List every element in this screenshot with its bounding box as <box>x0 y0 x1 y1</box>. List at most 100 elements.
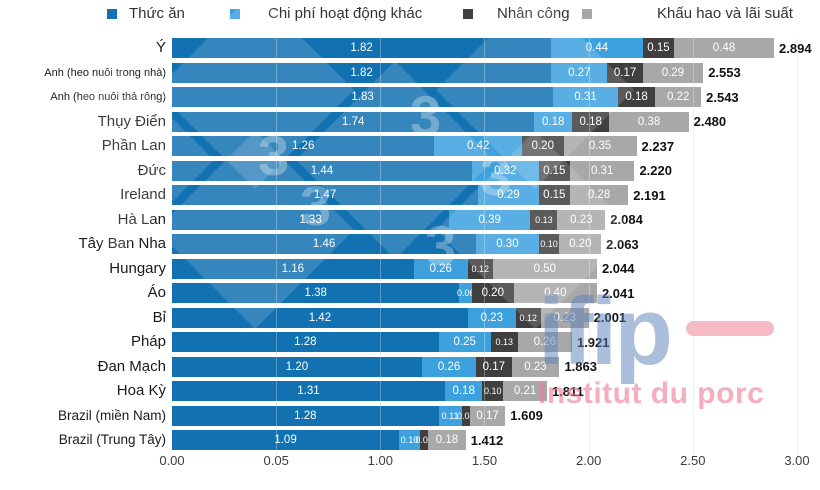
gridline-overlay <box>380 37 382 452</box>
bar-segment: 1.16 <box>172 258 414 279</box>
bar-segment-label: 0.32 <box>494 164 517 177</box>
bar-segment-label: 0.50 <box>533 262 557 275</box>
bar-segment: 0.13 <box>530 209 558 230</box>
bar-segment-label: 0.23 <box>524 360 547 373</box>
bar-row: 1.31 0.18 0.10 0.21 1.811 <box>172 381 584 402</box>
bar-segment: 0.04 <box>457 405 475 426</box>
bar-segment-label: 1.33 <box>299 213 322 226</box>
bar-segment-label: 1.09 <box>274 434 297 447</box>
bar-segment-label: 0.28 <box>587 189 611 202</box>
bar-segment: 0.29 <box>478 185 539 206</box>
bar-segment: 0.18 <box>428 430 466 451</box>
bar-row: 1.26 0.42 0.20 0.35 2.237 <box>172 136 674 157</box>
x-tick-label: 1.50 <box>471 453 498 468</box>
bar-segment-label: 0.11 <box>441 410 459 421</box>
gridline-overlay <box>692 37 694 452</box>
gridline-overlay <box>796 37 798 452</box>
total-label: 2.894 <box>779 40 812 56</box>
category-label: Phần Lan <box>101 137 166 155</box>
bar-segment-label: 1.28 <box>294 409 317 422</box>
total-label: 1.863 <box>564 359 597 375</box>
total-label: 2.084 <box>610 212 643 228</box>
bar-segment: 0.15 <box>538 160 570 181</box>
bar-segment: 0.48 <box>674 38 775 58</box>
total-label: 2.220 <box>639 163 672 179</box>
bar-segment: 0.04 <box>415 430 433 451</box>
bar-segment: 0.44 <box>551 38 643 58</box>
bar-segment: 0.29 <box>642 62 704 83</box>
category-label: Thụy Điển <box>97 112 166 130</box>
bar-segment: 0.12 <box>515 307 541 328</box>
bar-segment-label: 1.20 <box>285 360 309 373</box>
bar-segment-label: 0.12 <box>471 263 490 274</box>
watermark-dash <box>686 321 774 336</box>
bar-segment-label: 0.38 <box>637 115 661 128</box>
bar-segment-label: 0.10 <box>400 435 419 446</box>
bar-segment-label: 0.30 <box>496 238 519 251</box>
legend-swatch <box>582 9 592 19</box>
total-label: 2.063 <box>606 236 639 252</box>
bar-segment-label: 0.23 <box>553 311 576 324</box>
bar-row: 1.33 0.39 0.13 0.23 2.084 <box>172 209 643 230</box>
bar-segment-label: 1.82 <box>350 42 373 54</box>
bar-row: 1.16 0.26 0.12 0.50 2.044 <box>172 258 635 279</box>
bar-segment: 0.20 <box>559 234 602 255</box>
total-label: 2.041 <box>601 285 635 301</box>
bar-segment-label: 0.18 <box>579 115 602 128</box>
bar-segment: 0.15 <box>642 38 675 58</box>
bar-segment: 1.28 <box>172 332 439 353</box>
bar-segment: 0.17 <box>607 62 643 83</box>
x-tick-label: 0.05 <box>263 453 289 468</box>
bar-segment-label: 0.13 <box>495 337 514 348</box>
bar-segment: 0.35 <box>563 136 637 157</box>
bar-segment: 1.33 <box>172 209 450 230</box>
bar-segment-label: 0.18 <box>435 434 459 447</box>
total-label: 1.412 <box>470 432 504 448</box>
bar-segment: 0.18 <box>534 111 572 132</box>
category-label: Tây Ban Nha <box>78 235 166 253</box>
bar-segment-label: 0.15 <box>543 164 566 177</box>
gridline <box>692 36 694 455</box>
bar-segment-label: 1.16 <box>281 262 305 275</box>
bar-segment: 0.42 <box>434 136 522 157</box>
bar-row: 1.46 0.30 0.10 0.20 2.063 <box>172 234 639 255</box>
bar-segment-label: 0.21 <box>513 385 537 398</box>
legend-label: Khấu hao và lãi suất <box>657 5 793 22</box>
category-label: Hoa Kỳ <box>116 382 166 400</box>
bar-segment: 0.50 <box>492 258 597 279</box>
bar-segment-label: 0.25 <box>453 336 476 349</box>
x-tick-label: 1.00 <box>367 453 393 468</box>
bar-segment: 1.44 <box>172 160 472 181</box>
bar-row: 1.42 0.23 0.12 0.23 2.001 <box>172 307 626 328</box>
category-label: Áo <box>147 284 166 302</box>
category-label: Hungary <box>109 259 166 277</box>
bar-segment-label: 0.10 <box>484 386 502 397</box>
bar-segment-label: 1.83 <box>351 91 374 104</box>
bar-segment: 1.31 <box>172 381 445 402</box>
category-label: Ireland <box>120 186 166 204</box>
bar-segment-label: 0.17 <box>482 360 506 373</box>
bar-row: 1.82 0.27 0.17 0.29 2.553 <box>172 62 741 83</box>
bar-segment-label: 0.13 <box>535 214 553 225</box>
bar-row: 1.44 0.32 0.15 0.31 2.220 <box>172 160 672 181</box>
legend-label: Chi phí hoạt động khác <box>268 5 423 22</box>
bar-segment-label: 1.47 <box>313 189 337 202</box>
category-label: Brazil (miền Nam) <box>57 407 166 423</box>
category-label: Đan Mạch <box>97 357 166 375</box>
total-label: 2.543 <box>706 89 739 105</box>
bar-segment: 0.10 <box>538 234 560 255</box>
bar-row: 1.28 0.25 0.13 0.26 1.921 <box>172 332 610 353</box>
bar-segment-label: 0.40 <box>544 287 567 300</box>
bar-segment-label: 0.35 <box>588 140 612 153</box>
category-label: Anh (heo nuôi trong nhà) <box>44 66 166 79</box>
bar-segment-label: 0.20 <box>531 140 554 153</box>
bar-segment-label: 0.48 <box>712 42 736 54</box>
bar-segment: 0.23 <box>467 307 516 328</box>
category-label: Pháp <box>130 333 166 351</box>
bar-segment-label: 0.12 <box>519 312 537 323</box>
bar-segment: 0.31 <box>569 160 635 181</box>
bar-segment: 1.20 <box>172 356 422 377</box>
bar-segment-label: 0.31 <box>590 164 614 177</box>
total-label: 1.921 <box>576 334 610 350</box>
bar-segment-label: 1.26 <box>292 140 315 153</box>
